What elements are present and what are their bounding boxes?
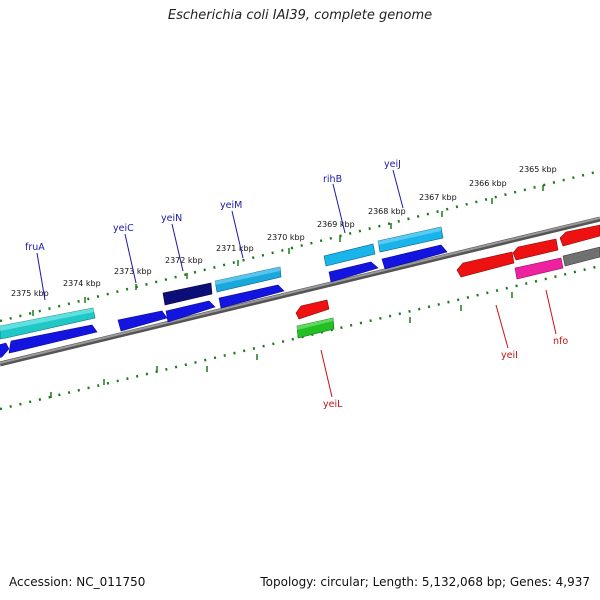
genome-summary-text: Topology: circular; Length: 5,132,068 bp… [260, 575, 590, 589]
gene-feature [0, 342, 10, 358]
gene-feature [297, 318, 333, 330]
scale-ticks-upper [0, 169, 600, 323]
label-leaders [36, 169, 557, 398]
map-title: Escherichia coli IAI39, complete genome [167, 8, 433, 23]
gene-feature [165, 300, 216, 323]
scale-label: 2374 kbp [63, 279, 101, 288]
gene-label-yeim: yeiM [220, 200, 242, 211]
gene-feature [0, 308, 94, 331]
gene-feature [381, 244, 448, 270]
gene-label-yeii: yeiI [501, 350, 518, 361]
gene-feature [162, 282, 213, 306]
gene-label-yeil: yeiL [323, 399, 343, 410]
gene-feature [514, 257, 564, 280]
gene-label-frua: fruA [25, 242, 45, 253]
gene-feature [559, 224, 600, 247]
accession-text: Accession: NC_011750 [9, 575, 146, 589]
gene-labels: fruA yeiC yeiN yeiM rihB yeiJ yeiL yeiI … [25, 159, 568, 410]
gene-feature [215, 267, 280, 285]
gene-feature [218, 284, 285, 309]
scale-label: 2371 kbp [216, 244, 254, 253]
scale-label: 2370 kbp [267, 233, 305, 242]
forward-genes [0, 226, 448, 358]
gene-label-rihb: rihB [323, 174, 342, 185]
gene-feature [456, 251, 515, 278]
scale-label: 2375 kbp [11, 289, 49, 298]
genome-backbone [0, 216, 600, 367]
reverse-genes [295, 224, 600, 339]
scale-label: 2369 kbp [317, 220, 355, 229]
gene-label-nfo: nfo [553, 336, 568, 347]
scale-label: 2366 kbp [469, 179, 507, 188]
gene-feature [323, 243, 376, 267]
gene-label-yeic: yeiC [113, 223, 134, 234]
scale-label: 2372 kbp [165, 256, 203, 265]
scale-label: 2367 kbp [419, 193, 457, 202]
gene-feature [378, 227, 441, 245]
gene-feature [295, 299, 330, 320]
scale-label: 2373 kbp [114, 267, 152, 276]
gene-label-yein: yeiN [161, 213, 182, 224]
scale-label: 2368 kbp [368, 207, 406, 216]
major-ticks [32, 185, 544, 398]
gene-label-yeij: yeiJ [384, 159, 401, 170]
scale-labels: 2375 kbp 2374 kbp 2373 kbp 2372 kbp 2371… [11, 165, 557, 298]
scale-label: 2365 kbp [519, 165, 557, 174]
gene-feature [512, 238, 559, 261]
gene-feature [562, 246, 600, 267]
gene-feature [328, 261, 379, 283]
gene-feature [8, 324, 98, 354]
